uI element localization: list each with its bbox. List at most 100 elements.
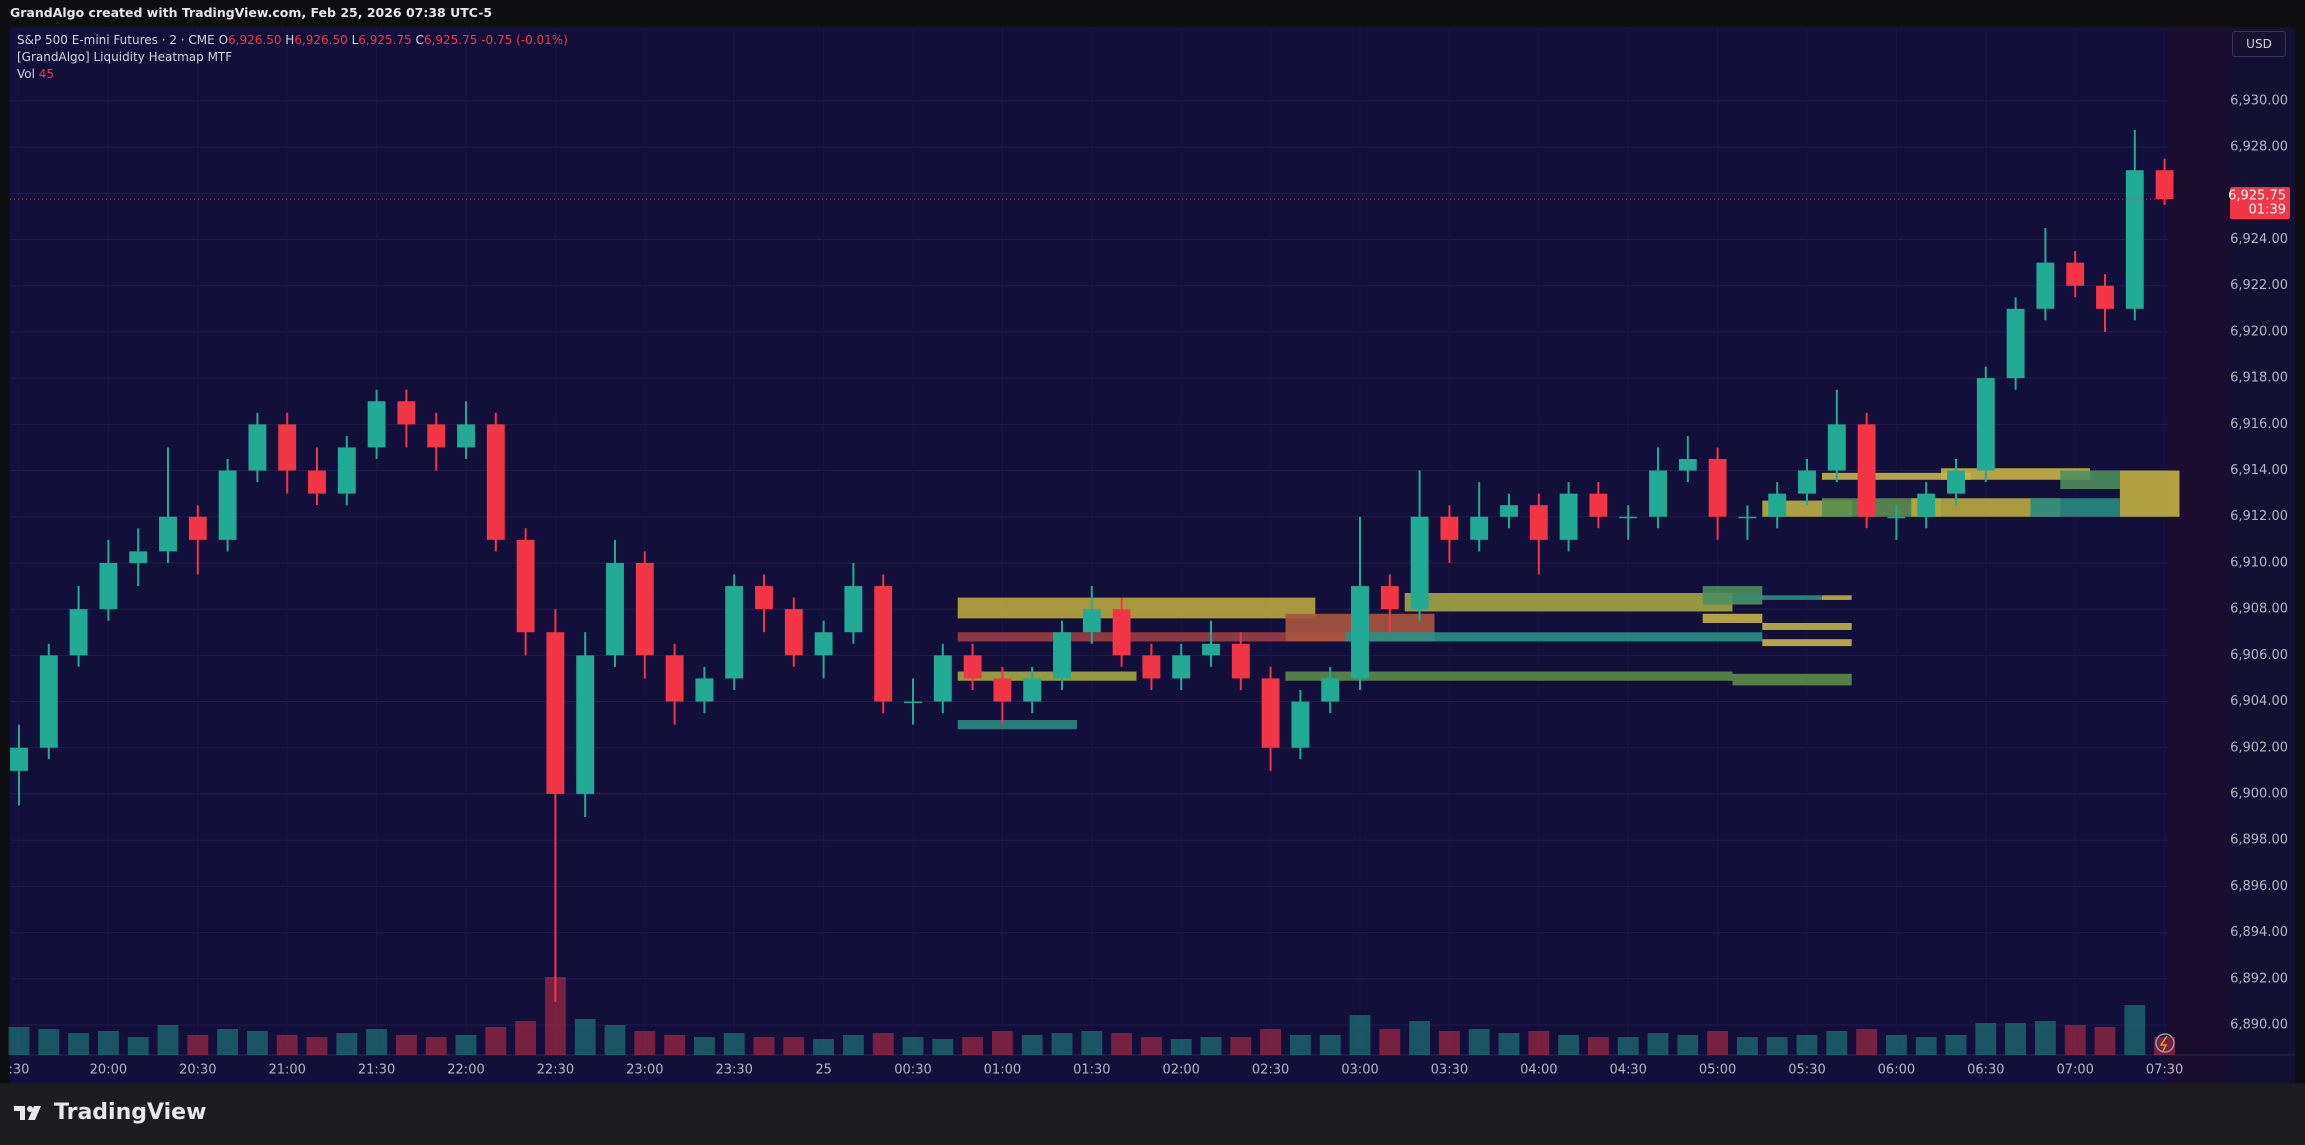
liquidity-zone [1821,472,1971,480]
candle-body [1887,516,1906,519]
volume-bar [1081,1031,1103,1055]
candle-body [2096,285,2114,309]
volume-bar [1796,1035,1818,1055]
x-tick-label: 22:00 [447,1063,484,1078]
candle-body [755,586,773,610]
candle-body [1708,458,1727,517]
credit: GrandAlgo created with TradingView.com, … [10,5,493,20]
candle-body [784,609,803,656]
x-tick-label: 04:00 [1520,1063,1557,1078]
liquidity-zone [1821,595,1852,600]
y-tick-label: 6,898.00 [2230,833,2288,848]
x-tick-label: 07:30 [2146,1063,2183,1078]
candle-body [576,655,595,794]
status-icon [2155,1033,2175,1053]
candle-body [814,632,833,656]
brand-name: TradingView [54,1100,207,1125]
candle-body [1321,678,1340,702]
candle-body [606,562,624,656]
candle-body [2036,262,2055,309]
candle-body [397,401,416,425]
y-tick-label: 6,916.00 [2230,417,2288,432]
x-tick-label: 06:00 [1878,1063,1915,1078]
volume-bar [1319,1035,1341,1055]
status-icon-bolt [2159,1035,2168,1052]
volume-bar [753,1037,775,1055]
liquidity-zone [1702,586,1763,605]
candle-body [1619,516,1638,519]
liquidity-zone [1404,592,1733,612]
y-tick-label: 6,892.00 [2230,971,2288,986]
candle-body [218,470,237,540]
candle-body [2006,308,2025,379]
y-tick-label: 6,904.00 [2230,694,2288,709]
candle-body [129,551,148,563]
x-tick-label: 00:30 [894,1063,931,1078]
volume-bar [2064,1025,2086,1055]
legend-line: S&P 500 E-mini Futures · 2 · CME O6,926.… [17,33,568,47]
volume-bar [604,1025,626,1055]
candle-body [1529,505,1548,540]
candle-body [1380,586,1399,610]
candle-body [1947,470,1965,494]
l-label: L [351,33,359,47]
liquidity-zone [1941,468,2091,480]
x-tick-label: 02:30 [1252,1063,1289,1078]
candle-body [1112,609,1131,656]
candle-body [665,655,684,702]
volume-bar [1409,1021,1431,1055]
volume-bar [2094,1027,2116,1055]
candle-body [1976,378,1995,471]
last-price-tag [2230,187,2290,220]
y-tick-label: 6,914.00 [2230,463,2288,478]
x-tick-label: 04:30 [1609,1063,1646,1078]
symbol[interactable]: S&P 500 E-mini Futures · 2 · CME [17,33,215,47]
candle-body [1231,643,1250,679]
volume-bar [1289,1035,1311,1055]
volume-bar [1975,1023,1997,1055]
last-price-label: 6,925.75 [2228,189,2286,204]
candle-body [69,609,88,656]
volume-bar [515,1021,537,1055]
candle-body [1291,701,1310,748]
liquidity-zone [957,632,1435,642]
candle-body [904,701,922,704]
y-tick-label: 6,908.00 [2230,602,2288,617]
volume-bar [157,1025,179,1055]
volume-bar [693,1037,715,1055]
currency-button[interactable]: USD [2232,31,2286,57]
y-tick-label: 6,924.00 [2230,232,2288,247]
y-tick-label: 6,894.00 [2230,925,2288,940]
candle-body [1798,470,1816,494]
volume-bar [1885,1035,1907,1055]
indicator[interactable]: [GrandAlgo] Liquidity Heatmap MTF [17,50,233,64]
candle-body [1589,493,1608,517]
liquidity-zone [2060,470,2120,490]
volume-bar [1617,1037,1639,1055]
volume-bar [1736,1037,1758,1055]
liquidity-zone [957,671,1137,681]
volume-legend: Vol 45 [17,67,54,81]
x-tick-label: 01:30 [1073,1063,1110,1078]
candle-body [39,655,58,748]
x-tick-label: 25 [815,1063,832,1078]
volume-bar [723,1033,745,1055]
top-bar [0,0,2305,27]
x-tick-label: 21:30 [358,1063,395,1078]
volume-bar [395,1035,417,1055]
volume-bar [1200,1037,1222,1055]
candle-body [1410,516,1429,610]
h-label: H [285,33,295,47]
x-tick-label: 05:00 [1699,1063,1736,1078]
y-tick-label: 6,920.00 [2230,324,2288,339]
volume-bar [425,1037,447,1055]
candle-body [695,678,714,702]
volume-bar [455,1035,477,1055]
liquidity-zone [1762,623,1852,630]
candle-body [1917,493,1936,517]
volume-bar [932,1039,954,1055]
volume-bar [1945,1035,1967,1055]
brand-logo [14,1105,41,1120]
volume-bar [276,1035,298,1055]
candle-body [933,655,952,702]
